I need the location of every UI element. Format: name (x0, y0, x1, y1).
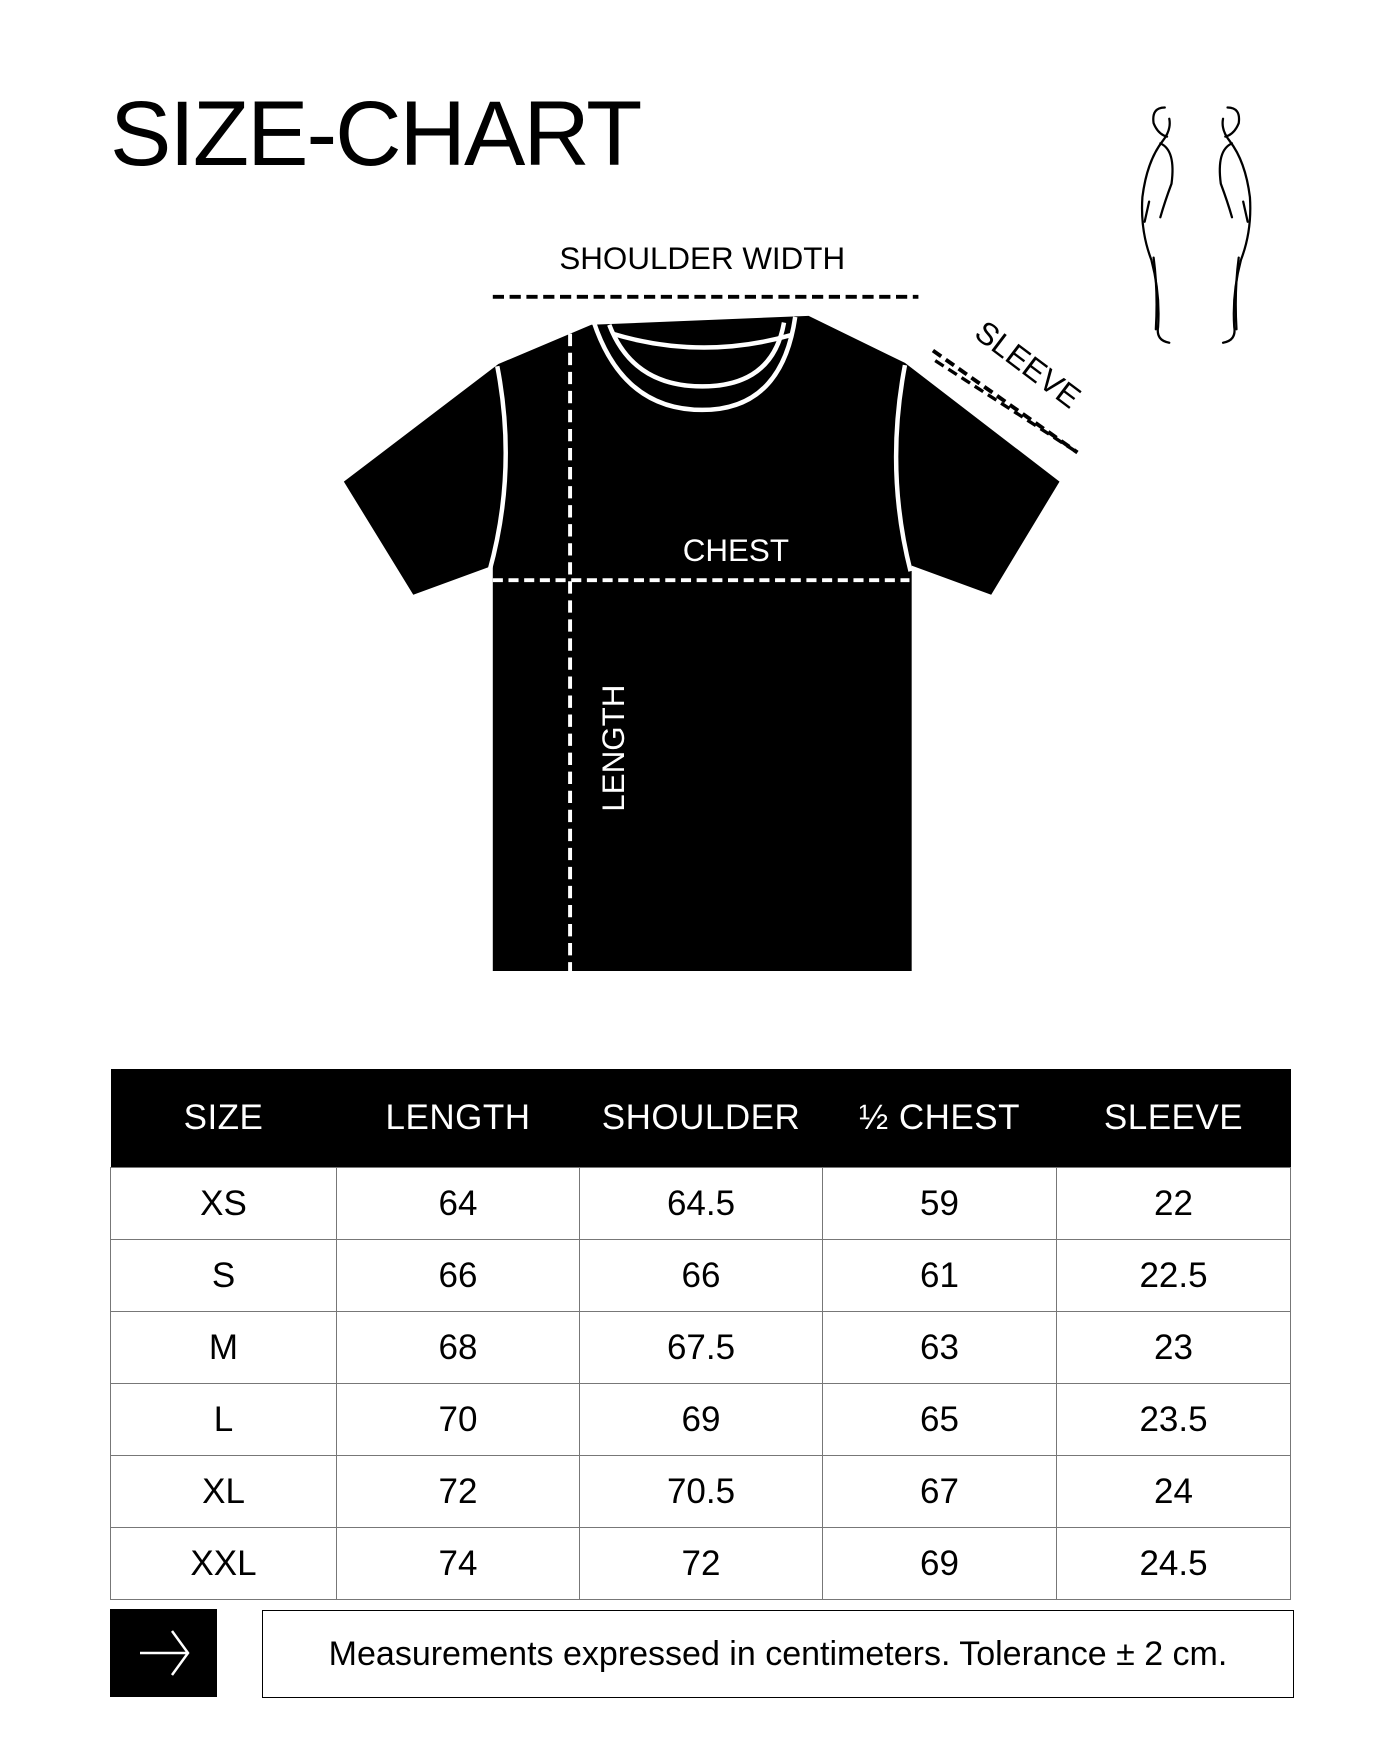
cell-size: L (110, 1383, 337, 1456)
cell-half-chest: 69 (822, 1527, 1057, 1600)
measurement-note: Measurements expressed in centimeters. T… (262, 1610, 1294, 1698)
sleeve-dash-line (931, 348, 1079, 455)
cell-length: 68 (336, 1311, 580, 1384)
table-row: XL 72 70.5 67 24 (110, 1455, 1291, 1528)
table-row: XXL 74 72 69 24.5 (110, 1527, 1291, 1600)
cell-sleeve: 22 (1056, 1167, 1291, 1240)
cell-sleeve: 23 (1056, 1311, 1291, 1384)
header-length: LENGTH (336, 1069, 580, 1168)
cell-size: S (110, 1239, 337, 1312)
table-header-row: SIZE LENGTH SHOULDER ½ CHEST SLEEVE (110, 1069, 1291, 1168)
cell-size: XXL (110, 1527, 337, 1600)
tshirt-seams (487, 316, 913, 572)
header-sleeve: SLEEVE (1056, 1069, 1291, 1168)
cell-length: 64 (336, 1167, 580, 1240)
cell-shoulder: 67.5 (579, 1311, 823, 1384)
cell-half-chest: 61 (822, 1239, 1057, 1312)
cell-length: 72 (336, 1455, 580, 1528)
cell-shoulder: 72 (579, 1527, 823, 1600)
cell-length: 66 (336, 1239, 580, 1312)
header-shoulder: SHOULDER (579, 1069, 823, 1168)
cell-half-chest: 67 (822, 1455, 1057, 1528)
note-text: Measurements expressed in centimeters. T… (328, 1634, 1228, 1673)
cell-shoulder: 66 (579, 1239, 823, 1312)
header-size: SIZE (110, 1069, 337, 1168)
shoulder-width-label: SHOULDER WIDTH (559, 241, 845, 276)
page-title: SIZE-CHART (110, 83, 642, 185)
cell-half-chest: 63 (822, 1311, 1057, 1384)
length-label: LENGTH (596, 685, 631, 812)
cell-sleeve: 22.5 (1056, 1239, 1291, 1312)
table-row: L 70 69 65 23.5 (110, 1383, 1291, 1456)
table-row: M 68 67.5 63 23 (110, 1311, 1291, 1384)
arrow-button[interactable] (110, 1609, 217, 1697)
sleeve-label: SLEEVE (968, 314, 1087, 415)
cell-length: 70 (336, 1383, 580, 1456)
cell-shoulder: 69 (579, 1383, 823, 1456)
cell-size: M (110, 1311, 337, 1384)
cell-shoulder: 64.5 (579, 1167, 823, 1240)
cell-sleeve: 24 (1056, 1455, 1291, 1528)
table-row: XS 64 64.5 59 22 (110, 1167, 1291, 1240)
cell-size: XL (110, 1455, 337, 1528)
size-table: SIZE LENGTH SHOULDER ½ CHEST SLEEVE XS 64… (110, 1069, 1291, 1600)
arrow-right-icon (140, 1630, 190, 1676)
cell-length: 74 (336, 1527, 580, 1600)
cell-half-chest: 59 (822, 1167, 1057, 1240)
table-row: S 66 66 61 22.5 (110, 1239, 1291, 1312)
chest-label: CHEST (683, 533, 789, 568)
cell-size: XS (110, 1167, 337, 1240)
human-figure-icon (1140, 106, 1252, 344)
header-half-chest: ½ CHEST (822, 1069, 1057, 1168)
cell-sleeve: 23.5 (1056, 1383, 1291, 1456)
cell-shoulder: 70.5 (579, 1455, 823, 1528)
tshirt-shape (343, 315, 1060, 972)
cell-sleeve: 24.5 (1056, 1527, 1291, 1600)
cell-half-chest: 65 (822, 1383, 1057, 1456)
